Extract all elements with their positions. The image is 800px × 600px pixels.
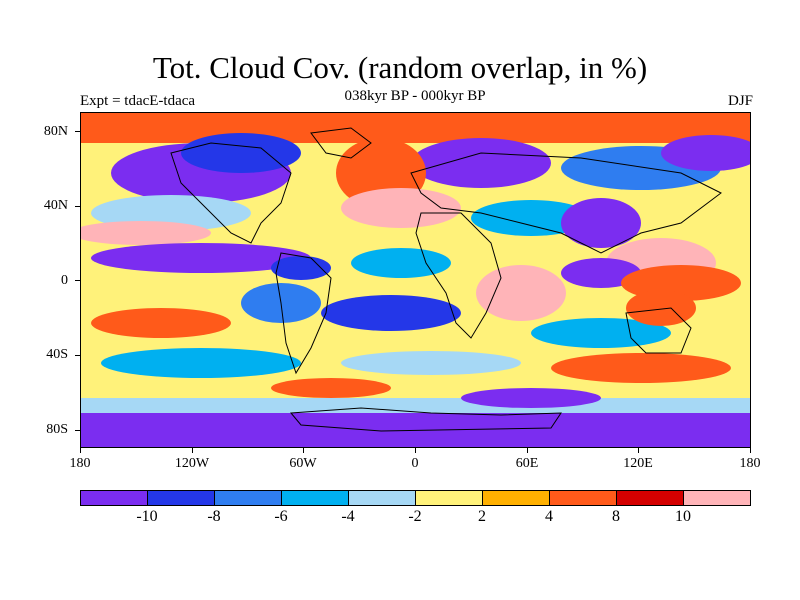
colorbar-label: 10	[675, 508, 691, 525]
lon-tick-label: 0	[411, 456, 419, 471]
lon-tick	[415, 448, 416, 453]
colorbar-label: 4	[545, 508, 553, 525]
map-panel	[80, 112, 751, 448]
lat-tick	[75, 280, 80, 281]
colorbar-label: 2	[478, 508, 486, 525]
lon-tick	[303, 448, 304, 453]
lat-tick	[75, 206, 80, 207]
colorbar-label: -2	[408, 508, 422, 525]
colorbar-label: 8	[612, 508, 620, 525]
colorbar-box	[683, 490, 751, 506]
map-subtitle: 038kyr BP - 000kyr BP	[344, 88, 486, 104]
colorbar-label: -10	[136, 508, 158, 525]
lat-tick-label: 0	[61, 273, 68, 288]
lat-tick-label: 80N	[43, 124, 68, 139]
colorbar-box	[281, 490, 349, 506]
lon-tick	[192, 448, 193, 453]
colorbar-box	[80, 490, 148, 506]
lat-tick-label: 40N	[43, 198, 68, 213]
experiment-label: Expt = tdacE-tdaca	[80, 93, 196, 109]
lon-tick-label: 180	[69, 456, 91, 471]
colorbar-box	[147, 490, 215, 506]
colorbar	[80, 490, 751, 506]
lat-tick	[75, 430, 80, 431]
lon-tick-label: 120E	[623, 456, 653, 471]
map-title: Tot. Cloud Cov. (random overlap, in %)	[152, 50, 648, 85]
colorbar-box	[616, 490, 684, 506]
lon-tick-label: 120W	[174, 456, 210, 471]
lon-tick	[80, 448, 81, 453]
colorbar-label: -6	[274, 508, 288, 525]
colorbar-label: -8	[207, 508, 221, 525]
lat-tick-label: 40S	[46, 347, 68, 362]
lat-tick-label: 80S	[46, 422, 68, 437]
anomaly-field	[81, 113, 750, 447]
lon-tick	[638, 448, 639, 453]
colorbar-box	[549, 490, 617, 506]
colorbar-box	[348, 490, 416, 506]
lon-tick	[527, 448, 528, 453]
colorbar-box	[415, 490, 483, 506]
lat-tick	[75, 355, 80, 356]
colorbar-label: -4	[341, 508, 355, 525]
colorbar-box	[482, 490, 550, 506]
lon-tick-label: 60E	[515, 456, 539, 471]
lon-tick-label: 180	[739, 456, 761, 471]
colorbar-box	[214, 490, 282, 506]
lon-tick-label: 60W	[289, 456, 317, 471]
season-label: DJF	[727, 93, 753, 109]
lon-tick	[750, 448, 751, 453]
lat-tick	[75, 131, 80, 132]
